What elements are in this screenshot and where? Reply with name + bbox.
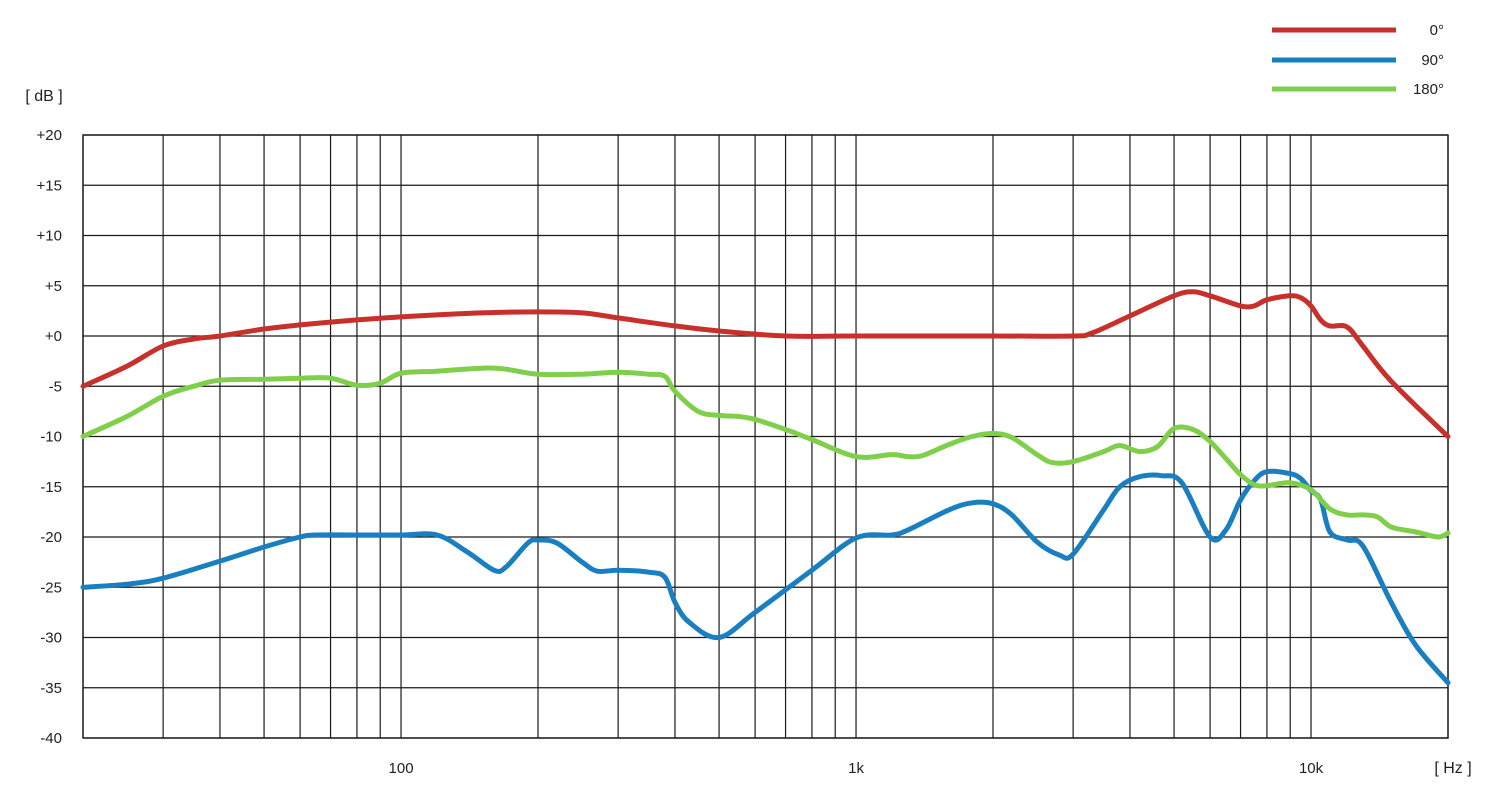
legend-label: 90° (1421, 52, 1444, 69)
y-axis-ticks: +20 +15 +10 +5 +0 -5 -10 -15 -20 -25 -30 -35 -40 (37, 127, 62, 747)
x-tick-label: 10k (1299, 760, 1324, 777)
y-axis-label: [ dB ] (25, 88, 62, 105)
grid (82, 134, 1449, 739)
y-tick-label: -10 (40, 429, 62, 446)
legend-label: 0° (1430, 22, 1444, 39)
y-tick-label: +10 (37, 228, 62, 245)
y-tick-label: -20 (40, 529, 62, 546)
y-tick-label: -40 (40, 730, 62, 747)
x-tick-label: 1k (848, 760, 864, 777)
y-tick-label: +0 (45, 328, 62, 345)
y-tick-label: -30 (40, 630, 62, 647)
x-axis-label: [ Hz ] (1434, 760, 1471, 777)
legend: 0° 90° 180° (1272, 22, 1444, 98)
series (80, 289, 1451, 686)
y-tick-label: -15 (40, 479, 62, 496)
legend-entry: 180° (1272, 81, 1444, 98)
legend-entry: 0° (1272, 22, 1444, 39)
series-line-0deg (80, 289, 1451, 439)
series-line-90deg (80, 468, 1451, 686)
x-tick-label: 100 (389, 760, 414, 777)
legend-entry: 90° (1272, 52, 1444, 69)
x-axis-ticks: 100 1k 10k (389, 760, 1324, 777)
legend-label: 180° (1413, 81, 1444, 98)
y-tick-label: +5 (45, 278, 62, 295)
series-line-180deg (80, 365, 1451, 540)
y-tick-label: +20 (37, 127, 62, 144)
y-tick-label: +15 (37, 177, 62, 194)
y-tick-label: -35 (40, 680, 62, 697)
y-tick-label: -5 (49, 378, 62, 395)
y-tick-label: -25 (40, 579, 62, 596)
